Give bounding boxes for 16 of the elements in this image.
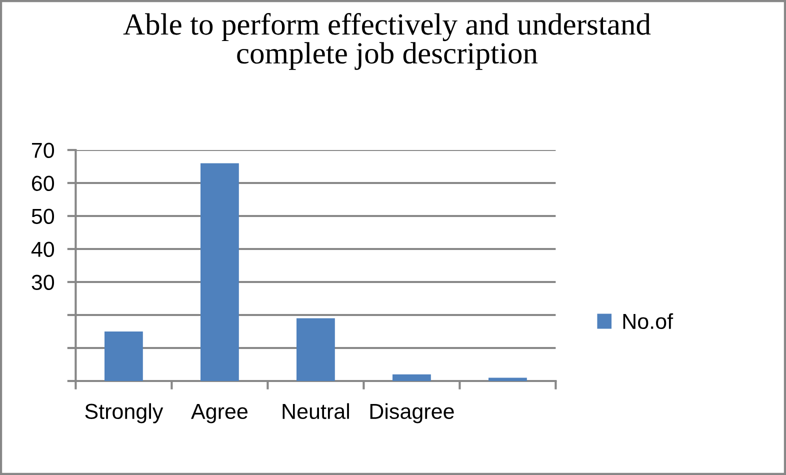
y-tick-label: 70 (32, 142, 54, 158)
y-tick-label: 40 (31, 242, 54, 258)
x-tick-label: Disagree (370, 403, 454, 424)
x-tick-label: Neutral (282, 403, 349, 420)
bar (392, 374, 431, 381)
legend-label: No.of (623, 313, 674, 330)
x-tick-label: Agree (191, 404, 248, 424)
bar (104, 332, 143, 381)
chart-title: Able to perform effectively and understand complete job description (123, 13, 651, 70)
bar (200, 163, 239, 381)
bar (488, 378, 527, 381)
x-tick-label: Strongly (85, 403, 164, 424)
bar (296, 318, 335, 381)
y-tick-label: 30 (32, 274, 54, 290)
y-tick-label: 60 (32, 176, 54, 192)
y-tick-label: 50 (32, 208, 54, 224)
